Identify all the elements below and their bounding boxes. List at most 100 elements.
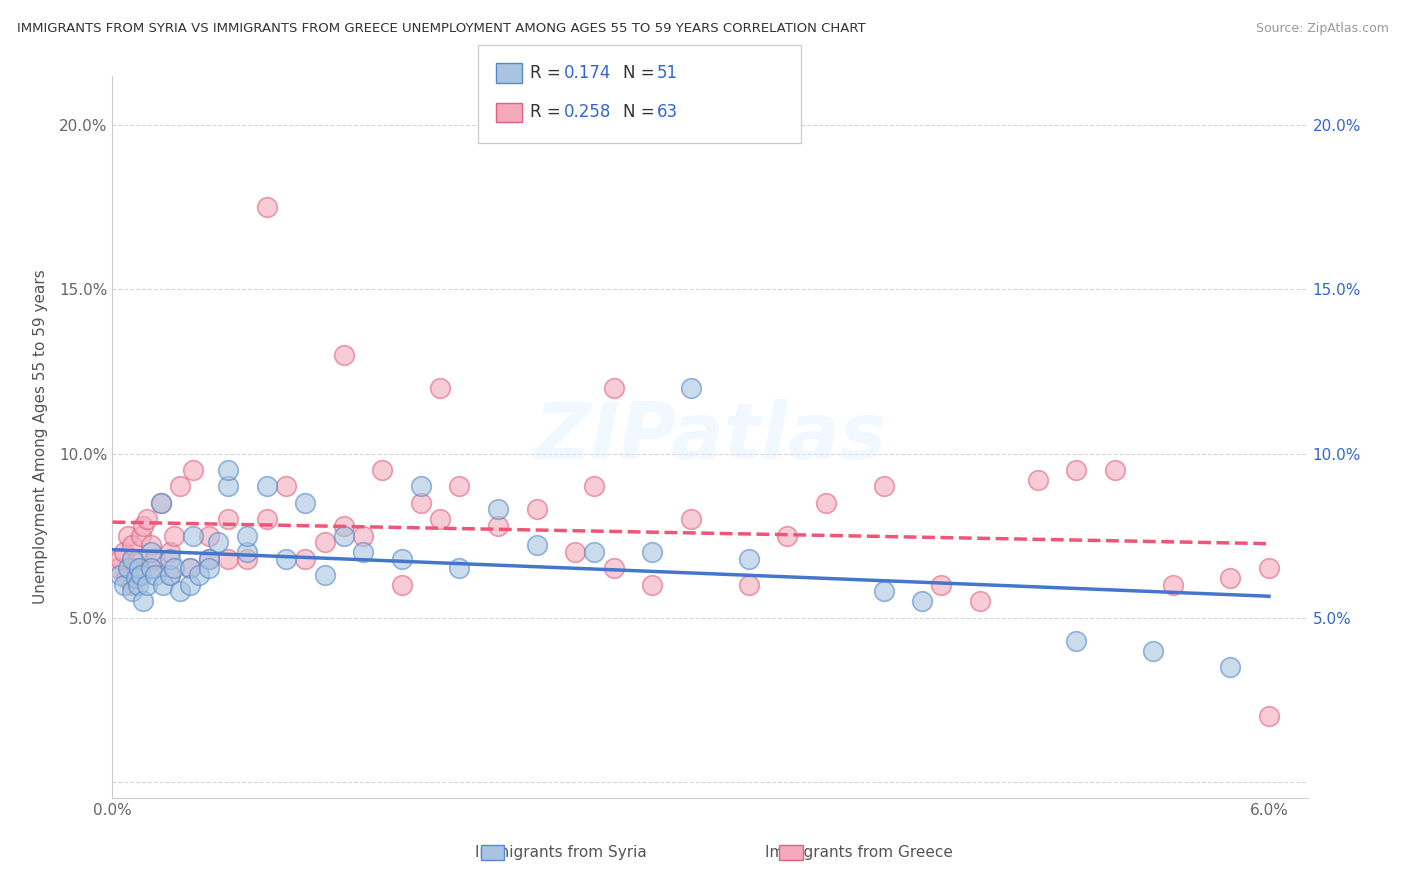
- Point: [139, 561, 162, 575]
- Y-axis label: Unemployment Among Ages 55 to 59 years: Unemployment Among Ages 55 to 59 years: [34, 269, 48, 605]
- Point: [911, 594, 934, 608]
- Point: [371, 463, 394, 477]
- Point: [679, 381, 702, 395]
- Text: 0.174: 0.174: [564, 64, 612, 82]
- Point: [872, 584, 894, 599]
- Point: [314, 568, 336, 582]
- Point: [121, 551, 143, 566]
- Point: [217, 512, 239, 526]
- Point: [136, 578, 159, 592]
- Point: [121, 584, 143, 599]
- Point: [391, 551, 413, 566]
- Point: [143, 551, 166, 566]
- Point: [198, 561, 221, 575]
- Point: [159, 568, 181, 582]
- Text: Immigrants from Greece: Immigrants from Greece: [765, 845, 953, 860]
- Point: [117, 561, 139, 575]
- Point: [333, 518, 356, 533]
- Point: [641, 578, 664, 592]
- Point: [179, 578, 201, 592]
- Point: [159, 545, 181, 559]
- Point: [583, 479, 606, 493]
- Point: [314, 535, 336, 549]
- Point: [486, 518, 509, 533]
- Point: [274, 479, 297, 493]
- Point: [121, 538, 143, 552]
- Point: [198, 551, 221, 566]
- Point: [1064, 463, 1087, 477]
- Point: [602, 381, 624, 395]
- Point: [1064, 633, 1087, 648]
- Point: [143, 568, 166, 582]
- Point: [107, 561, 129, 575]
- Point: [1258, 709, 1281, 723]
- Point: [641, 545, 664, 559]
- Bar: [481, 846, 505, 860]
- Point: [132, 518, 155, 533]
- Point: [183, 528, 205, 542]
- Point: [112, 545, 135, 559]
- Point: [159, 551, 181, 566]
- Point: [333, 528, 356, 542]
- Point: [132, 594, 155, 608]
- Point: [1258, 561, 1281, 575]
- Point: [814, 496, 837, 510]
- Point: [127, 578, 149, 592]
- Point: [1026, 473, 1049, 487]
- Point: [236, 545, 259, 559]
- Point: [1142, 643, 1164, 657]
- Point: [449, 479, 471, 493]
- Point: [256, 512, 278, 526]
- Point: [583, 545, 606, 559]
- Text: N =: N =: [623, 103, 659, 121]
- Point: [152, 578, 174, 592]
- Text: N =: N =: [623, 64, 659, 82]
- Point: [969, 594, 991, 608]
- Point: [159, 568, 181, 582]
- Point: [169, 584, 191, 599]
- Point: [217, 463, 239, 477]
- Point: [207, 535, 229, 549]
- Text: R =: R =: [530, 103, 567, 121]
- Point: [217, 551, 239, 566]
- Point: [776, 528, 799, 542]
- Point: [526, 502, 548, 516]
- Point: [486, 502, 509, 516]
- Point: [112, 578, 135, 592]
- Bar: [779, 846, 803, 860]
- Point: [127, 551, 149, 566]
- Point: [256, 479, 278, 493]
- Point: [217, 479, 239, 493]
- Point: [128, 561, 150, 575]
- Point: [1219, 571, 1241, 585]
- Point: [602, 561, 624, 575]
- Point: [931, 578, 953, 592]
- Point: [294, 496, 316, 510]
- Point: [136, 512, 159, 526]
- Text: 63: 63: [657, 103, 678, 121]
- Text: Immigrants from Syria: Immigrants from Syria: [475, 845, 647, 860]
- Point: [108, 551, 131, 566]
- Point: [108, 568, 131, 582]
- Text: ZIPatlas: ZIPatlas: [534, 399, 886, 475]
- Point: [737, 551, 759, 566]
- Point: [139, 545, 162, 559]
- Point: [121, 578, 143, 592]
- Point: [131, 528, 153, 542]
- Point: [352, 528, 374, 542]
- Text: R =: R =: [530, 64, 567, 82]
- Point: [737, 578, 759, 592]
- Point: [333, 348, 356, 362]
- Point: [198, 551, 221, 566]
- Point: [429, 381, 451, 395]
- Point: [526, 538, 548, 552]
- Point: [198, 528, 221, 542]
- Point: [564, 545, 586, 559]
- Point: [236, 528, 259, 542]
- Point: [256, 200, 278, 214]
- Text: IMMIGRANTS FROM SYRIA VS IMMIGRANTS FROM GREECE UNEMPLOYMENT AMONG AGES 55 TO 59: IMMIGRANTS FROM SYRIA VS IMMIGRANTS FROM…: [17, 22, 866, 36]
- Point: [352, 545, 374, 559]
- Point: [429, 512, 451, 526]
- Point: [124, 561, 146, 575]
- Point: [409, 496, 432, 510]
